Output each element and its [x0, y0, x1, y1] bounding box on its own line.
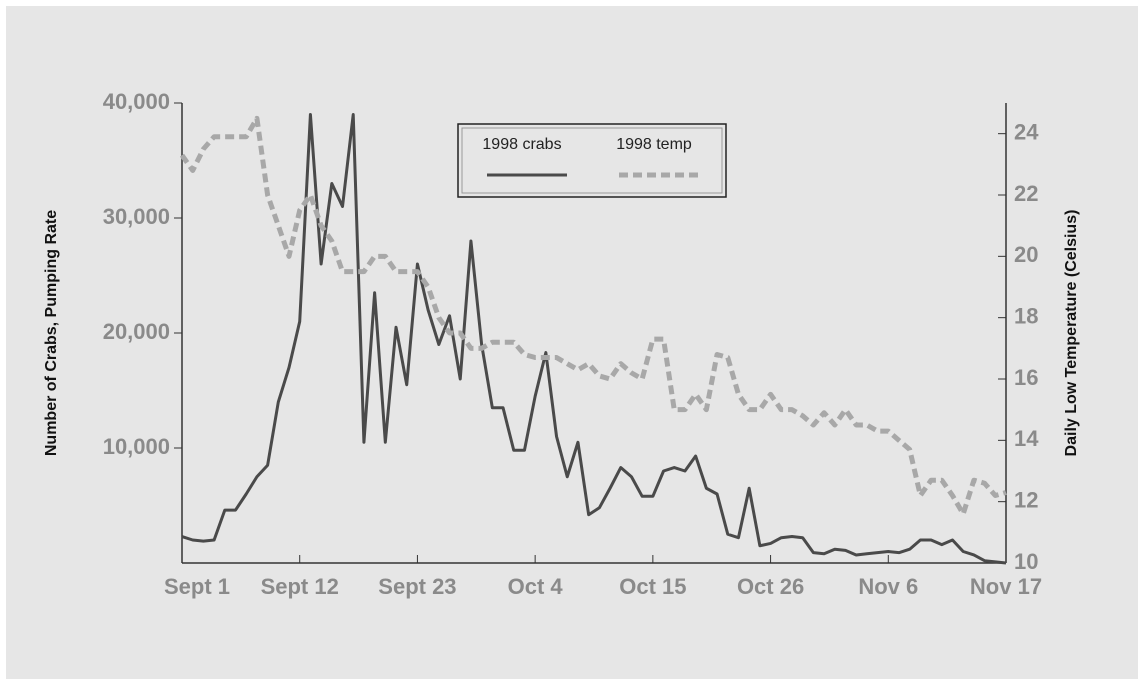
x-tick-label: Sept 1: [164, 574, 230, 599]
x-tick-label: Sept 23: [378, 574, 456, 599]
x-tick-label: Oct 26: [737, 574, 804, 599]
y-tick-label: 20,000: [103, 319, 170, 344]
x-tick-label: Sept 12: [261, 574, 339, 599]
y2-tick-label: 14: [1014, 426, 1039, 451]
series-line: [181, 113, 1007, 565]
legend: [457, 123, 727, 198]
x-tick-label: Oct 15: [619, 574, 686, 599]
x-tick-label: Nov 17: [970, 574, 1042, 599]
x-tick-label: Oct 4: [508, 574, 564, 599]
y2-tick-label: 12: [1014, 487, 1038, 512]
x-tick-label: Nov 6: [858, 574, 918, 599]
y2-tick-label: 16: [1014, 365, 1038, 390]
y2-tick-label: 10: [1014, 549, 1038, 574]
y2-tick-label: 20: [1014, 242, 1038, 267]
y-tick-label: 10,000: [103, 434, 170, 459]
legend-inner: [461, 127, 723, 194]
y2-axis-title: Daily Low Temperature (Celsius): [1063, 210, 1080, 457]
y2-tick-label: 18: [1014, 303, 1038, 328]
y2-tick-label: 24: [1014, 119, 1039, 144]
background: [6, 6, 1138, 679]
legend-label: 1998 crabs: [482, 136, 561, 153]
series-line: [179, 115, 1007, 517]
y-tick-label: 40,000: [103, 89, 170, 114]
y-tick-label: 30,000: [103, 204, 170, 229]
y-axis-title: Number of Crabs, Pumping Rate: [43, 210, 60, 456]
y2-tick-label: 22: [1014, 181, 1038, 206]
legend-label: 1998 temp: [616, 136, 692, 153]
